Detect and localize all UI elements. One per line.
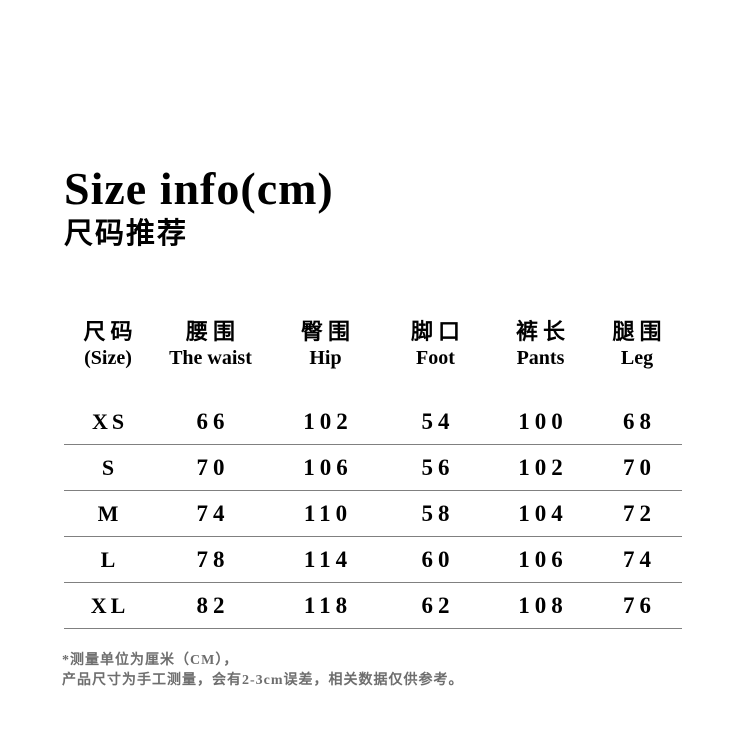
size-cell: M: [97, 500, 123, 526]
leg-cell: 72: [623, 501, 656, 526]
table-row-m: M 74 110 58 104 72: [64, 491, 682, 537]
column-header-foot-en: Foot: [416, 347, 455, 369]
page-title: Size info(cm): [64, 163, 334, 214]
footnote-line-1: *测量单位为厘米（CM），: [62, 653, 239, 668]
table-header-row: 尺码 (Size) 腰围 The waist 臀围 Hip 脚口 Foot 裤长…: [64, 319, 682, 371]
waist-cell: 74: [196, 501, 230, 526]
column-header-pants: 裤长 Pants: [489, 319, 592, 371]
column-header-hip-en: Hip: [309, 347, 342, 369]
column-header-leg-en: Leg: [620, 347, 654, 369]
waist-cell: 82: [196, 593, 230, 618]
size-cell: S: [101, 454, 119, 480]
column-header-waist-en: The waist: [169, 347, 252, 369]
table-body: XS 66 102 54 100 68 S 70 106 56 102 70 M…: [64, 399, 682, 629]
page-subtitle: 尺码推荐: [64, 218, 189, 250]
leg-cell: 70: [623, 455, 656, 480]
table-row-xs: XS 66 102 54 100 68: [64, 399, 682, 445]
table-row-xl: XL 82 118 62 108 76: [64, 583, 682, 629]
waist-cell: 78: [196, 547, 230, 572]
footnote-line-2: 产品尺寸为手工测量，会有2-3cm误差，相关数据仅供参考。: [62, 673, 464, 688]
leg-cell: 74: [623, 547, 656, 572]
foot-cell: 56: [421, 455, 455, 480]
column-header-waist: 腰围 The waist: [152, 319, 269, 371]
column-header-waist-zh: 腰围: [185, 319, 240, 344]
waist-cell: 70: [196, 455, 230, 480]
column-header-size-zh: 尺码: [83, 319, 138, 344]
size-cell: L: [100, 546, 120, 572]
column-header-foot-zh: 脚口: [410, 319, 465, 344]
hip-cell: 110: [303, 501, 353, 526]
table-row-s: S 70 106 56 102 70: [64, 445, 682, 491]
column-header-pants-en: Pants: [516, 347, 565, 369]
footnote: *测量单位为厘米（CM）， 产品尺寸为手工测量，会有2-3cm误差，相关数据仅供…: [62, 651, 750, 691]
foot-cell: 62: [421, 593, 455, 618]
hip-cell: 114: [303, 547, 353, 572]
leg-cell: 68: [623, 409, 656, 434]
pants-cell: 106: [518, 547, 568, 572]
column-header-leg: 腿围 Leg: [592, 319, 682, 371]
waist-cell: 66: [196, 409, 230, 434]
foot-cell: 60: [421, 547, 455, 572]
column-header-foot: 脚口 Foot: [382, 319, 489, 371]
pants-cell: 104: [518, 501, 568, 526]
size-cell: XS: [91, 408, 129, 434]
leg-cell: 76: [623, 593, 656, 618]
size-table: 尺码 (Size) 腰围 The waist 臀围 Hip 脚口 Foot 裤长…: [64, 319, 682, 629]
column-header-size: 尺码 (Size): [64, 319, 152, 371]
pants-cell: 100: [518, 409, 568, 434]
pants-cell: 108: [518, 593, 568, 618]
foot-cell: 58: [421, 501, 455, 526]
table-row-l: L 78 114 60 106 74: [64, 537, 682, 583]
hip-cell: 118: [303, 593, 353, 618]
column-header-pants-zh: 裤长: [515, 319, 570, 344]
hip-cell: 102: [303, 409, 353, 434]
column-header-hip: 臀围 Hip: [269, 319, 382, 371]
pants-cell: 102: [518, 455, 568, 480]
size-cell: XL: [90, 592, 130, 618]
column-header-leg-zh: 腿围: [612, 319, 667, 344]
foot-cell: 54: [421, 409, 455, 434]
column-header-hip-zh: 臀围: [300, 319, 355, 344]
column-header-size-en: (Size): [84, 347, 132, 369]
hip-cell: 106: [303, 455, 353, 480]
